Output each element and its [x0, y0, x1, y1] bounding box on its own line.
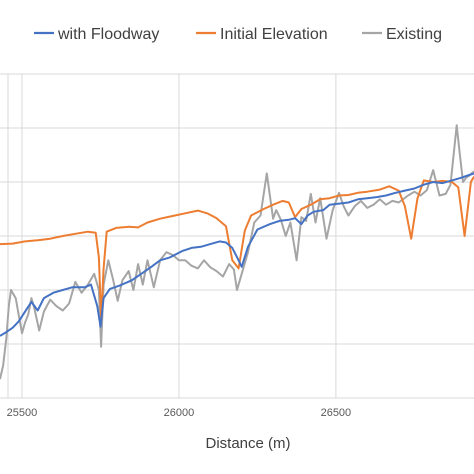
legend: with Floodway Initial Elevation Existing	[34, 26, 442, 43]
series-line-existing	[0, 124, 474, 380]
series-line-with-floodway	[0, 172, 474, 337]
x-axis-ticks: 25500 26000 26500	[7, 407, 352, 419]
legend-label-initial-elevation: Initial Elevation	[220, 26, 328, 43]
legend-label-existing: Existing	[386, 26, 442, 43]
x-axis-title: Distance (m)	[205, 435, 290, 452]
series-line-initial-elevation	[0, 176, 474, 321]
series-group	[0, 124, 474, 380]
x-tick-label: 26000	[164, 407, 195, 419]
grid	[0, 73, 474, 399]
x-tick-label: 26500	[321, 407, 352, 419]
x-tick-label: 25500	[7, 407, 38, 419]
legend-label-with-floodway: with Floodway	[57, 26, 159, 43]
